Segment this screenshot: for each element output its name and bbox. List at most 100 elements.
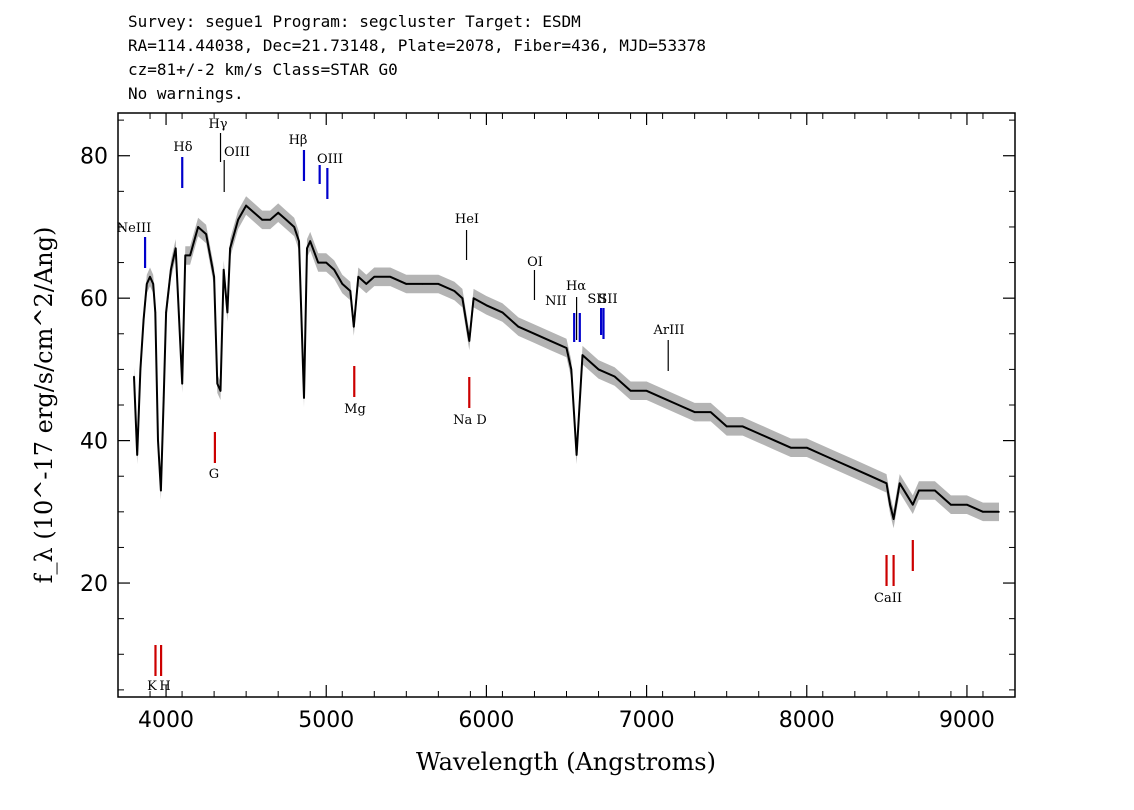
spectrum-point	[966, 503, 968, 506]
spectrum-point	[472, 297, 475, 299]
spectrum-point	[152, 283, 155, 285]
line-label: Hβ	[289, 133, 308, 148]
y-tick-label: 80	[80, 145, 108, 170]
spectrum-point	[261, 219, 263, 221]
spectrum-point	[133, 375, 135, 378]
spectrum-point	[189, 254, 191, 257]
spectrum-point	[277, 211, 279, 214]
line-label: Hα	[566, 279, 586, 294]
spectrum-point	[325, 261, 328, 264]
spectrum-point	[213, 276, 215, 278]
spectrum-point	[253, 211, 255, 214]
spectrum-point	[160, 489, 162, 492]
spectrum-point	[912, 503, 914, 506]
spectrum-point	[306, 247, 308, 250]
spectrum-point	[533, 332, 536, 335]
spectrum-point	[229, 247, 231, 250]
spectrum-point	[285, 219, 287, 221]
y-axis-label: f_λ (10^-17 erg/s/cm^2/Ang)	[30, 227, 58, 584]
spectrum-point	[226, 311, 229, 314]
line-label: OIII	[317, 152, 343, 167]
spectrum-point	[898, 482, 901, 485]
spectrum-point	[309, 240, 312, 242]
line-label: OIII	[224, 145, 250, 160]
spectrum-point	[174, 247, 177, 250]
spectrum-point	[709, 411, 712, 413]
spectrum-point	[184, 254, 187, 257]
spectrum-point	[165, 311, 167, 314]
spectrum-point	[453, 290, 456, 292]
spectrum-point	[146, 283, 148, 285]
spectrum-point	[139, 368, 142, 371]
spectrum-point	[581, 354, 584, 356]
spectrum-point	[805, 446, 808, 449]
spectrum-point	[838, 461, 840, 463]
spectrum-point	[549, 340, 552, 342]
header-line-1: Survey: segue1 Program: segcluster Targe…	[128, 12, 581, 31]
spectrum-point	[757, 432, 760, 435]
line-label: G	[209, 467, 219, 482]
spectrum-point	[357, 276, 360, 278]
y-tick-label: 20	[80, 572, 108, 597]
spectrum-point	[789, 446, 792, 449]
spectrum-point	[205, 233, 207, 235]
x-tick-label: 7000	[619, 708, 675, 733]
spectrum-point	[517, 325, 520, 328]
error-band	[134, 196, 999, 529]
line-label: OI	[527, 255, 543, 270]
line-label: H	[159, 679, 170, 694]
spectrum-point	[149, 276, 151, 278]
spectrum-point	[157, 439, 159, 442]
spectrum-point	[575, 454, 578, 456]
spectrum-point	[982, 511, 984, 513]
spectrum-point	[365, 283, 368, 285]
spectrum-point	[565, 347, 568, 349]
spectrum-point	[950, 503, 952, 506]
spectrum-point	[162, 397, 165, 399]
spectrum-line	[133, 204, 999, 520]
spectrum-point	[461, 297, 464, 299]
spectrum-point	[889, 503, 891, 506]
spectrum-point	[854, 468, 856, 470]
plot-frame	[117, 112, 1016, 698]
spectrum-point	[298, 240, 300, 242]
header-line-4: No warnings.	[128, 84, 244, 103]
spectrum-point	[352, 325, 355, 328]
spectrum-point	[154, 311, 157, 314]
spectrum-point	[885, 482, 888, 485]
spectrum-point	[645, 389, 648, 392]
x-axis-label: Wavelength (Angstroms)	[416, 748, 716, 776]
spectrum-point	[341, 283, 344, 285]
x-tick-label: 4000	[138, 708, 194, 733]
spectrum-point	[142, 318, 145, 321]
spectrum-point	[181, 382, 184, 385]
spectrum-point	[773, 439, 776, 442]
line-label: Mg	[344, 402, 366, 417]
spectrum-point	[237, 219, 239, 221]
spectrum-point	[468, 340, 471, 342]
spectrum-point	[333, 268, 336, 271]
spectrum-point	[245, 204, 247, 207]
spectrum-point	[405, 283, 408, 285]
header-line-2: RA=114.44038, Dec=21.73148, Plate=2078, …	[128, 36, 706, 55]
spectrum-point	[485, 304, 488, 307]
line-label: NII	[545, 294, 567, 309]
line-label: Hδ	[173, 140, 192, 155]
x-tick-label: 9000	[939, 708, 995, 733]
x-tick-label: 6000	[458, 708, 514, 733]
y-tick-label: 60	[80, 287, 108, 312]
spectrum-point	[693, 411, 696, 413]
spectrum-point	[219, 389, 222, 392]
line-label: SII	[587, 292, 606, 307]
spectrum-point	[501, 311, 504, 314]
spectrum-point	[136, 454, 139, 456]
line-label: NeIII	[117, 221, 151, 236]
spectrum-point	[349, 290, 352, 292]
spectrum-point	[934, 489, 936, 492]
spectrum-point	[998, 511, 1000, 513]
header-line-3: cz=81+/-2 km/s Class=STAR G0	[128, 60, 398, 79]
spectrum-point	[821, 454, 824, 456]
spectrum-point	[677, 404, 680, 406]
spectrum-point	[373, 276, 376, 278]
